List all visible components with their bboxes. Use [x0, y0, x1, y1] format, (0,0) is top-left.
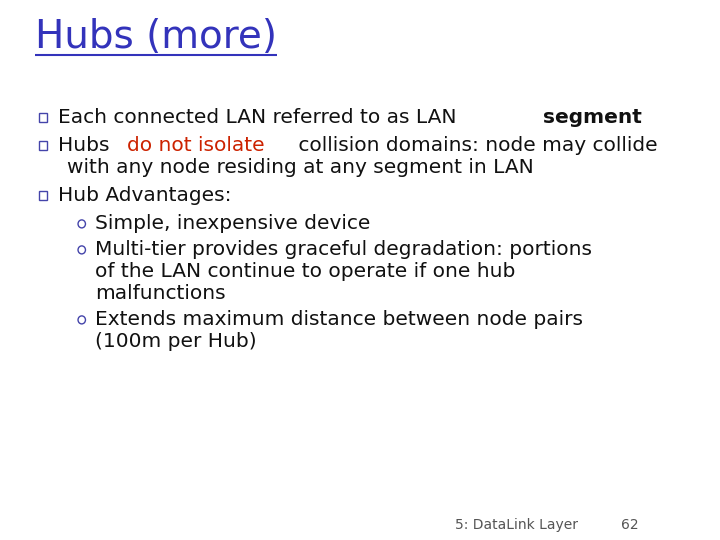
Text: 5: DataLink Layer: 5: DataLink Layer	[455, 518, 578, 532]
Text: Extends maximum distance between node pairs: Extends maximum distance between node pa…	[95, 310, 582, 329]
Text: Hub Advantages:: Hub Advantages:	[58, 186, 231, 205]
Text: of the LAN continue to operate if one hub: of the LAN continue to operate if one hu…	[95, 262, 515, 281]
Text: collision domains: node may collide: collision domains: node may collide	[292, 136, 657, 155]
Text: malfunctions: malfunctions	[95, 284, 225, 303]
Text: Hubs: Hubs	[58, 136, 115, 155]
Text: (100m per Hub): (100m per Hub)	[95, 332, 256, 351]
Circle shape	[78, 316, 86, 324]
Circle shape	[78, 220, 86, 228]
Text: Simple, inexpensive device: Simple, inexpensive device	[95, 214, 370, 233]
Text: with any node residing at any segment in LAN: with any node residing at any segment in…	[67, 158, 534, 177]
Text: segment: segment	[543, 108, 642, 127]
Circle shape	[78, 246, 86, 254]
Text: Hubs (more): Hubs (more)	[35, 18, 277, 56]
Bar	[39, 141, 47, 151]
Text: 62: 62	[621, 518, 638, 532]
Bar	[39, 113, 47, 123]
Text: Multi-tier provides graceful degradation: portions: Multi-tier provides graceful degradation…	[95, 240, 592, 259]
Text: Each connected LAN referred to as LAN: Each connected LAN referred to as LAN	[58, 108, 462, 127]
Bar	[39, 191, 47, 200]
Text: do not isolate: do not isolate	[127, 136, 264, 155]
